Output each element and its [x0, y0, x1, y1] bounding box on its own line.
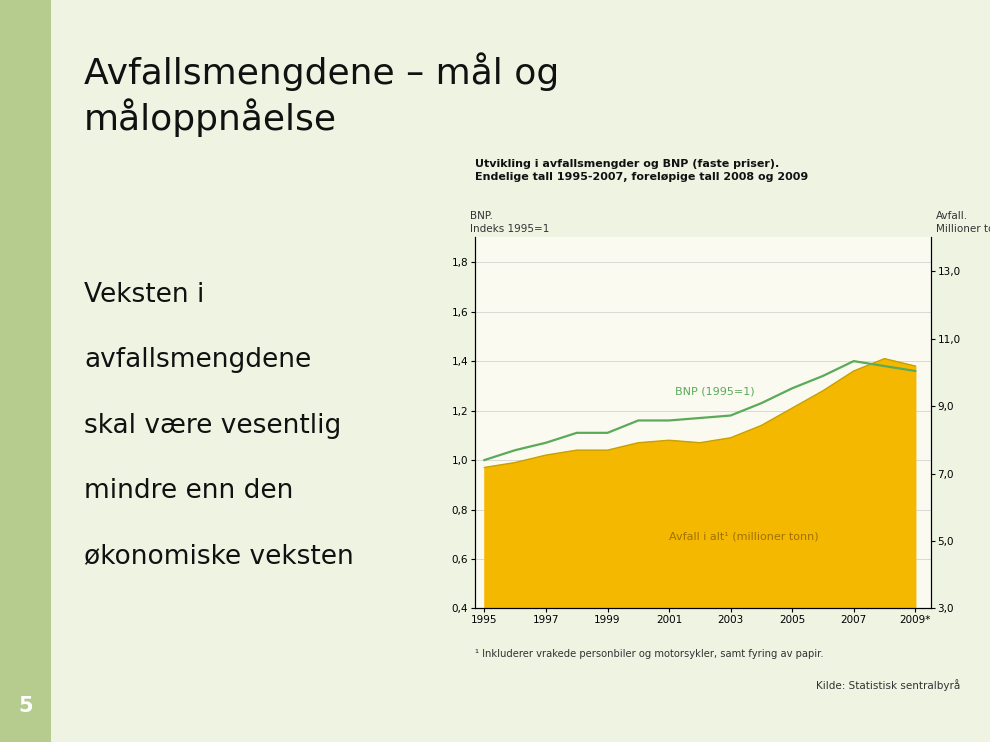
Text: 5: 5	[19, 696, 33, 716]
Text: mindre enn den: mindre enn den	[84, 478, 293, 504]
Text: Avfall i alt¹ (millioner tonn): Avfall i alt¹ (millioner tonn)	[669, 532, 819, 542]
Text: Avfall.
Millioner tonn: Avfall. Millioner tonn	[936, 211, 990, 234]
Text: Utvikling i avfallsmengder og BNP (faste priser).
Endelige tall 1995-2007, forel: Utvikling i avfallsmengder og BNP (faste…	[475, 159, 809, 182]
Text: ¹ Inkluderer vrakede personbiler og motorsykler, samt fyring av papir.: ¹ Inkluderer vrakede personbiler og moto…	[475, 649, 824, 659]
Text: BNP.
Indeks 1995=1: BNP. Indeks 1995=1	[470, 211, 549, 234]
Text: skal være vesentlig: skal være vesentlig	[84, 413, 342, 439]
Text: Kilde: Statistisk sentralbyrå: Kilde: Statistisk sentralbyrå	[816, 679, 960, 691]
Text: avfallsmengdene: avfallsmengdene	[84, 347, 312, 373]
Text: BNP (1995=1): BNP (1995=1)	[675, 387, 754, 397]
Text: Veksten i: Veksten i	[84, 282, 205, 308]
Text: Avfallsmengdene – mål og
måloppnåelse: Avfallsmengdene – mål og måloppnåelse	[84, 52, 559, 137]
Text: økonomiske veksten: økonomiske veksten	[84, 543, 353, 569]
